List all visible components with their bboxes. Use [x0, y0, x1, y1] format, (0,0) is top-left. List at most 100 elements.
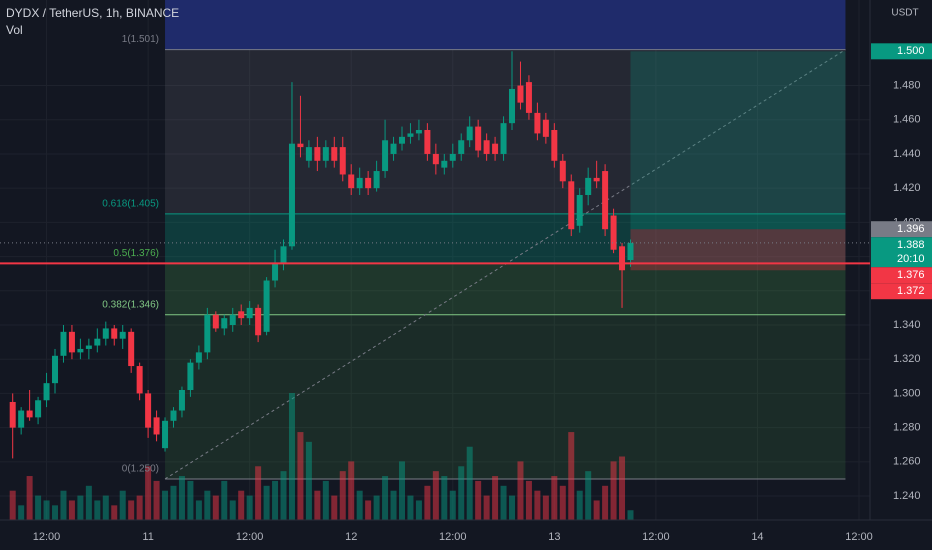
candle-body [204, 314, 211, 353]
candle-body [475, 126, 482, 151]
volume-bar [195, 500, 202, 520]
candle-body [195, 352, 202, 363]
volume-bar [492, 476, 499, 520]
volume-bar [559, 485, 566, 520]
price-tag [871, 221, 932, 238]
candle-body [322, 147, 329, 161]
volume-bar [60, 490, 67, 520]
candle-body [619, 246, 626, 271]
candle-body [390, 143, 397, 154]
candle-body [153, 417, 160, 435]
volume-bar [297, 432, 304, 520]
candle-body [43, 383, 50, 401]
candle-body [602, 171, 609, 230]
volume-bar [288, 393, 295, 520]
candle-body [458, 140, 465, 154]
fib-label: 0(1.250) [122, 464, 159, 475]
x-tick-label: 12:00 [642, 531, 670, 543]
volume-bar [602, 485, 609, 520]
volume-bar [238, 490, 245, 520]
price-tag [871, 267, 932, 284]
price-tag [871, 237, 932, 268]
candle-body [415, 130, 422, 134]
candle-body [9, 401, 16, 428]
candle-body [280, 246, 287, 264]
candle-body [483, 140, 490, 154]
volume-bar [162, 490, 169, 520]
volume-bar [85, 485, 92, 520]
candle-body [441, 160, 448, 168]
x-tick-label: 12:00 [845, 531, 873, 543]
volume-bar [432, 471, 439, 520]
volume-bar [517, 461, 524, 520]
volume-bar [102, 495, 109, 520]
axis-unit: USDT [891, 8, 918, 19]
candle-body [356, 177, 363, 189]
volume-bar [576, 490, 583, 520]
candle-body [136, 366, 143, 394]
candle-body [162, 420, 169, 449]
volume-bar [68, 500, 75, 520]
candle-body [187, 362, 194, 390]
price-tag-label: 1.372 [897, 285, 925, 297]
candle-body [610, 215, 617, 250]
volume-bar [415, 500, 422, 520]
price-tag [871, 43, 932, 60]
volume-bar [331, 495, 338, 520]
candle-body [255, 307, 262, 336]
x-tick-label: 14 [751, 531, 763, 543]
candle-body [551, 130, 558, 161]
y-tick-label: 1.440 [893, 148, 921, 160]
volume-bar [619, 456, 626, 520]
volume-bar [542, 495, 549, 520]
volume-bar [43, 500, 50, 520]
candle-body [314, 147, 321, 161]
volume-bar [356, 490, 363, 520]
volume-bar [627, 510, 634, 520]
volume-bar [483, 495, 490, 520]
volume-bar [585, 471, 592, 520]
volume-bar [509, 495, 516, 520]
candle-body [331, 147, 338, 161]
price-tag-label: 1.376 [897, 269, 925, 281]
volume-bar [280, 471, 287, 520]
volume-bar [136, 495, 143, 520]
y-tick-label: 1.280 [893, 422, 921, 434]
volume-bar [204, 490, 211, 520]
volume-bar [229, 500, 236, 520]
volume-bar [187, 480, 194, 520]
fib-label: 1(1.501) [122, 34, 159, 45]
price-tag-label: 1.396 [897, 223, 925, 235]
candle-body [246, 307, 253, 319]
candle-body [424, 130, 431, 154]
candle-body [60, 331, 67, 356]
volume-bar [339, 471, 346, 520]
candle-body [305, 147, 312, 161]
candle-body [288, 143, 295, 247]
candle-body [212, 314, 219, 329]
candle-body [85, 345, 92, 349]
volume-bar [390, 490, 397, 520]
volume-bar [77, 495, 84, 520]
candle-body [18, 410, 25, 428]
volume-bar [365, 500, 372, 520]
volume-bar [458, 466, 465, 520]
candle-body [145, 393, 152, 428]
volume-bar [525, 480, 532, 520]
volume-bar [212, 495, 219, 520]
volume-bar [475, 480, 482, 520]
volume-bar [52, 505, 59, 520]
price-tag-label: 1.388 [897, 239, 925, 251]
y-tick-label: 1.460 [893, 114, 921, 126]
fib-band [165, 263, 846, 315]
candle-body [593, 177, 600, 182]
candle-body [272, 263, 279, 281]
volume-bar [314, 490, 321, 520]
candle-body [500, 123, 507, 154]
subtitle: Vol [6, 23, 23, 37]
volume-bar [424, 485, 431, 520]
x-tick-label: 12:00 [33, 531, 61, 543]
candle-body [466, 126, 473, 141]
candle-body [102, 328, 109, 339]
